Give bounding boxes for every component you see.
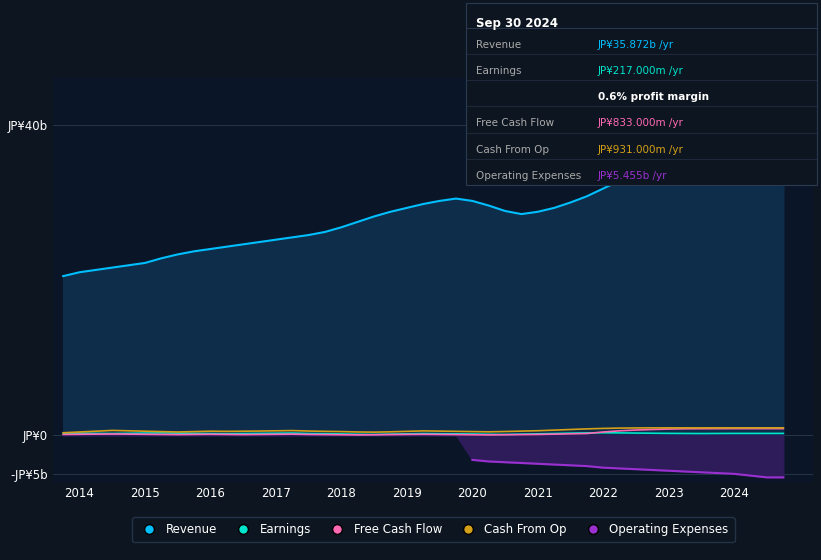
- Text: JP¥35.872b /yr: JP¥35.872b /yr: [598, 40, 674, 50]
- Text: Earnings: Earnings: [476, 66, 521, 76]
- Text: JP¥833.000m /yr: JP¥833.000m /yr: [598, 118, 684, 128]
- Text: Sep 30 2024: Sep 30 2024: [476, 17, 558, 30]
- Text: 0.6% profit margin: 0.6% profit margin: [598, 92, 709, 102]
- Legend: Revenue, Earnings, Free Cash Flow, Cash From Op, Operating Expenses: Revenue, Earnings, Free Cash Flow, Cash …: [131, 517, 735, 542]
- Text: JP¥931.000m /yr: JP¥931.000m /yr: [598, 144, 684, 155]
- Text: Revenue: Revenue: [476, 40, 521, 50]
- Text: JP¥5.455b /yr: JP¥5.455b /yr: [598, 171, 667, 181]
- Text: Cash From Op: Cash From Op: [476, 144, 549, 155]
- Text: Operating Expenses: Operating Expenses: [476, 171, 581, 181]
- Text: JP¥217.000m /yr: JP¥217.000m /yr: [598, 66, 684, 76]
- Text: Free Cash Flow: Free Cash Flow: [476, 118, 554, 128]
